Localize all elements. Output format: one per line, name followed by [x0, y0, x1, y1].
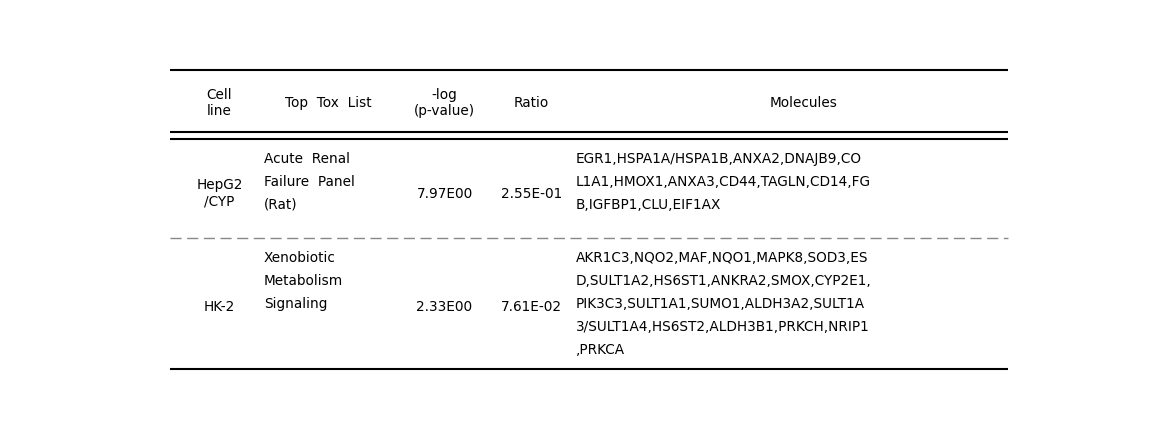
- Text: -log
(p-value): -log (p-value): [414, 88, 475, 118]
- Text: AKR1C3,NQO2,MAF,NQO1,MAPK8,SOD3,ES
D,SULT1A2,HS6ST1,ANKRA2,SMOX,CYP2E1,
PIK3C3,S: AKR1C3,NQO2,MAF,NQO1,MAPK8,SOD3,ES D,SUL…: [576, 251, 872, 356]
- Text: HK-2: HK-2: [204, 300, 235, 314]
- Text: Xenobiotic
Metabolism
Signaling: Xenobiotic Metabolism Signaling: [264, 251, 344, 311]
- Text: HepG2
/CYP: HepG2 /CYP: [197, 178, 243, 208]
- Text: Ratio: Ratio: [514, 96, 549, 110]
- Text: 7.97E00: 7.97E00: [416, 187, 473, 200]
- Text: Acute  Renal
Failure  Panel
(Rat): Acute Renal Failure Panel (Rat): [264, 152, 355, 212]
- Text: Molecules: Molecules: [769, 96, 837, 110]
- Text: Top  Tox  List: Top Tox List: [285, 96, 371, 110]
- Text: Cell
line: Cell line: [207, 88, 232, 118]
- Text: EGR1,HSPA1A/HSPA1B,ANXA2,DNAJB9,CO
L1A1,HMOX1,ANXA3,CD44,TAGLN,CD14,FG
B,IGFBP1,: EGR1,HSPA1A/HSPA1B,ANXA2,DNAJB9,CO L1A1,…: [576, 152, 871, 212]
- Text: 2.33E00: 2.33E00: [416, 300, 473, 314]
- Text: 7.61E-02: 7.61E-02: [501, 300, 562, 314]
- Text: 2.55E-01: 2.55E-01: [500, 187, 562, 200]
